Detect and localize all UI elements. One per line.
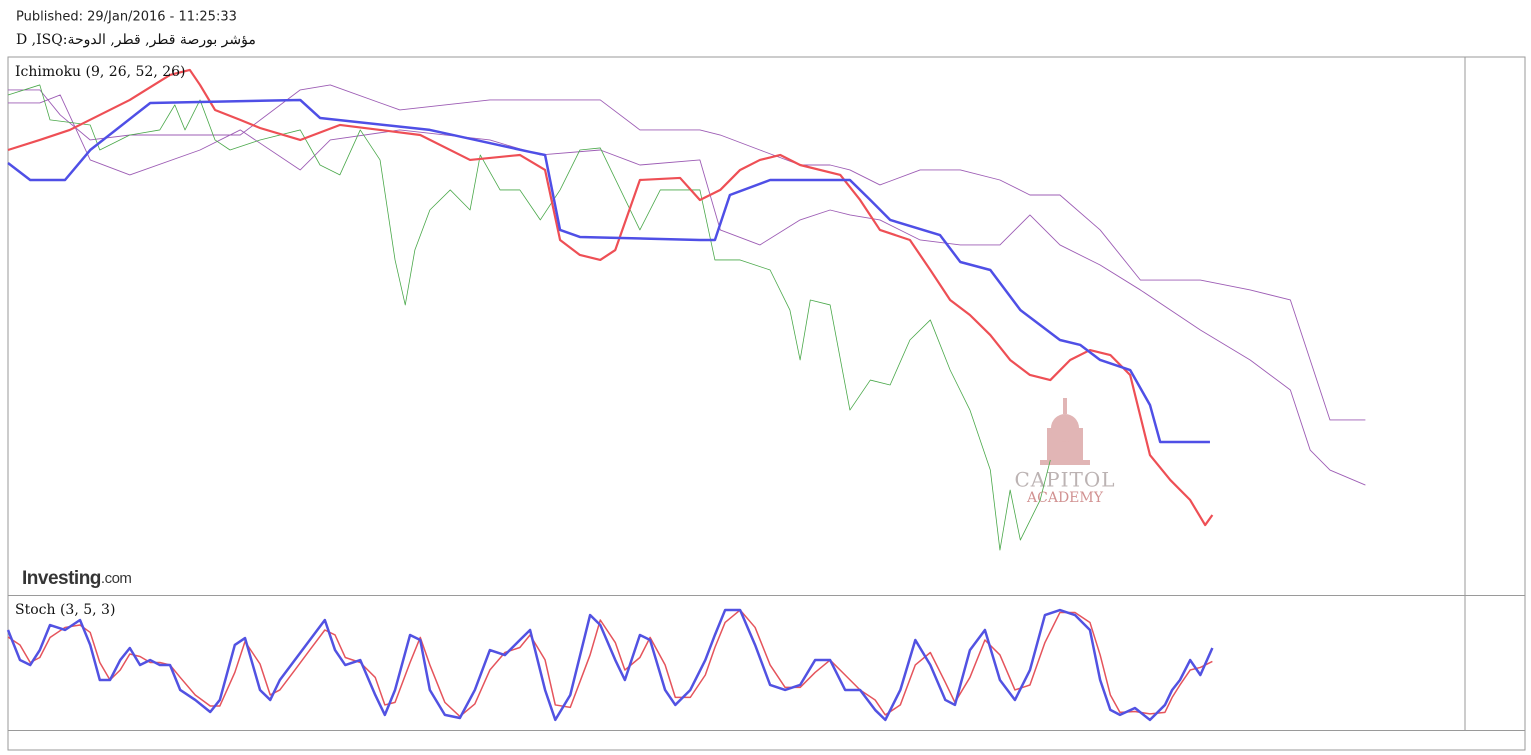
brand-watermark: Investing.com [22,568,131,589]
symbol-name: D ,ISQ:مؤشر بورصة قطر, قطر, الدوحة [16,32,256,48]
academy-subtitle: ACADEMY [1026,490,1104,506]
watermark-layer: CAPITOL ACADEMY Investing.com [22,398,1115,589]
brand-suffix: .com [101,570,132,587]
cloud-span-b [8,84,1366,421]
indicator-line [7,68,1214,527]
academy-name: CAPITOL [1014,468,1115,492]
logo-spire [1063,398,1067,414]
chart-frame [7,56,1526,751]
data-layer [6,68,1214,722]
cloud-span-a [8,94,1366,486]
oscillator-title: Stoch (3, 5, 3) [15,602,115,618]
indicator-line [7,98,1210,444]
logo-dome [1051,414,1079,442]
logo-base [1040,460,1090,465]
indicator-line [7,84,1051,551]
brand-name: Investing [22,568,101,589]
indicator-title: Ichimoku (9, 26, 52, 26) [15,64,186,80]
cloud-layer [8,84,1366,486]
published-date: Published: 29/Jan/2016 - 11:25:33 [16,10,237,25]
stoch-line [6,608,1214,722]
academy-logo [1040,398,1090,465]
